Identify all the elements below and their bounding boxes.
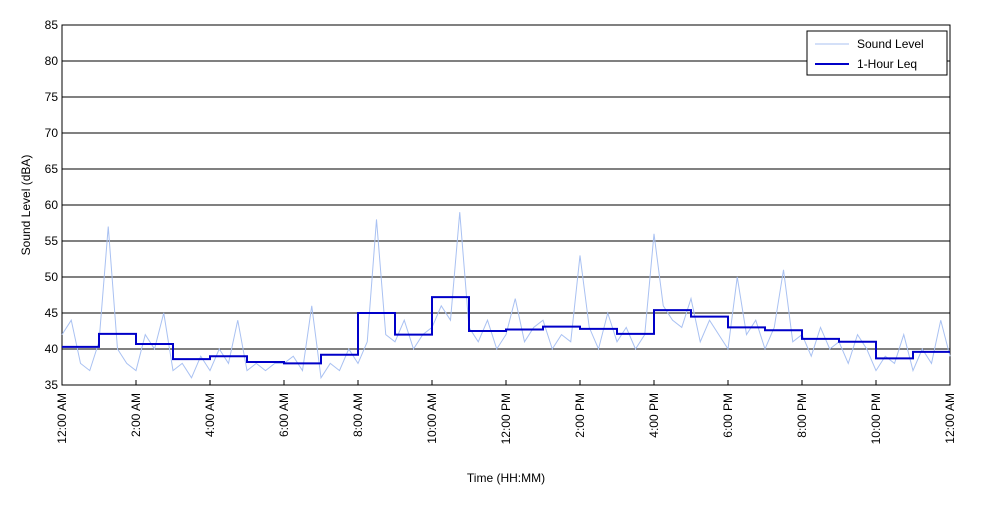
y-tick-label: 40 bbox=[45, 342, 59, 356]
y-tick-label: 60 bbox=[45, 198, 59, 212]
x-tick-label: 8:00 AM bbox=[351, 393, 365, 437]
y-tick-label: 35 bbox=[45, 378, 59, 392]
y-tick-label: 85 bbox=[45, 18, 59, 32]
x-tick-label: 4:00 AM bbox=[203, 393, 217, 437]
x-tick-label: 2:00 AM bbox=[129, 393, 143, 437]
y-tick-label: 50 bbox=[45, 270, 59, 284]
legend-box bbox=[806, 30, 948, 76]
x-tick-label: 2:00 PM bbox=[573, 393, 587, 438]
y-tick-label: 80 bbox=[45, 54, 59, 68]
y-tick-label: 65 bbox=[45, 162, 59, 176]
x-tick-label: 4:00 PM bbox=[647, 393, 661, 438]
y-tick-label: 70 bbox=[45, 126, 59, 140]
x-axis-label: Time (HH:MM) bbox=[467, 471, 545, 485]
x-tick-label: 10:00 PM bbox=[869, 393, 883, 444]
y-tick-label: 45 bbox=[45, 306, 59, 320]
legend-label: 1-Hour Leq bbox=[857, 57, 917, 71]
x-tick-label: 10:00 AM bbox=[425, 393, 439, 444]
x-tick-label: 12:00 PM bbox=[499, 393, 513, 444]
y-axis-label: Sound Level (dBA) bbox=[19, 155, 33, 256]
plot-frame bbox=[61, 24, 951, 386]
x-tick-label: 8:00 PM bbox=[795, 393, 809, 438]
y-tick-label: 55 bbox=[45, 234, 59, 248]
step-line bbox=[62, 296, 950, 365]
x-tick-label: 6:00 PM bbox=[721, 393, 735, 438]
y-tick-label: 75 bbox=[45, 90, 59, 104]
legend-label: Sound Level bbox=[857, 37, 924, 51]
x-tick-label: 12:00 AM bbox=[55, 393, 69, 444]
x-tick-label: 12:00 AM bbox=[943, 393, 957, 444]
x-tick-label: 6:00 AM bbox=[277, 393, 291, 437]
